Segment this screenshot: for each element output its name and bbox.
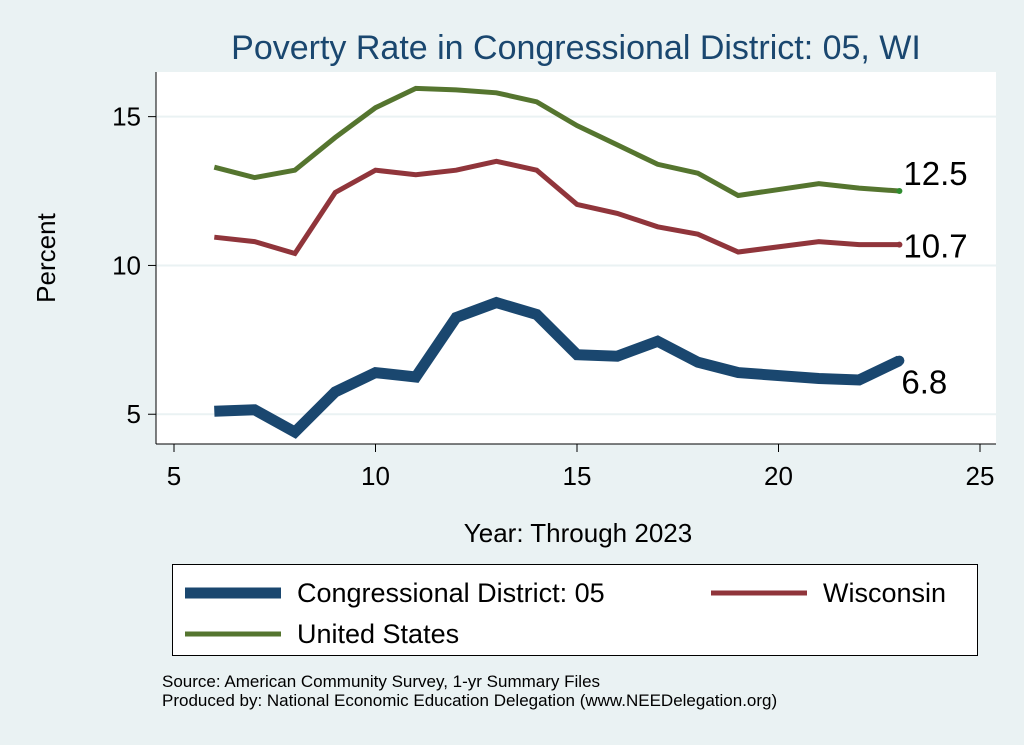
y-axis-label: Percent [31, 212, 61, 302]
legend-item-district: Congressional District: 05 [185, 578, 685, 608]
series-end-label: 12.5 [903, 155, 967, 192]
x-tick-label: 15 [563, 461, 592, 491]
x-tick-label: 5 [167, 461, 181, 491]
y-tick-label: 10 [112, 250, 141, 280]
producer-note: Produced by: National Economic Education… [162, 691, 778, 710]
series-end-label: 6.8 [901, 364, 947, 401]
series-end-marker [894, 355, 905, 366]
legend-label-wisconsin: Wisconsin [823, 578, 947, 608]
x-tick-label: 20 [764, 461, 793, 491]
series-line-1 [214, 158, 900, 257]
x-tick-label: 25 [966, 461, 995, 491]
legend: Congressional District: 05 Wisconsin Uni… [172, 564, 978, 656]
legend-item-wisconsin: Wisconsin [711, 578, 971, 608]
x-tick-label: 10 [361, 461, 390, 491]
series-line-0 [214, 296, 902, 439]
y-tick-label: 15 [112, 102, 141, 132]
legend-swatch-united-states [185, 631, 281, 637]
chart-title: Poverty Rate in Congressional District: … [231, 29, 921, 67]
x-axis-label: Year: Through 2023 [464, 518, 692, 548]
source-note: Source: American Community Survey, 1-yr … [162, 672, 601, 691]
end-labels: 6.8 10.7 12.5 [894, 155, 968, 401]
legend-item-united-states: United States [185, 619, 585, 649]
legend-swatch-district [185, 587, 281, 599]
series-end-marker [896, 188, 903, 195]
gridlines [156, 115, 996, 416]
series-end-marker [896, 241, 903, 248]
legend-swatch-wisconsin [711, 590, 807, 596]
series-lines [213, 85, 902, 439]
series-line-2 [213, 85, 900, 199]
axes: 5 10 15 5 10 15 20 25 [112, 72, 996, 491]
y-tick-label: 5 [127, 399, 141, 429]
legend-label-united-states: United States [297, 619, 460, 649]
legend-label-district: Congressional District: 05 [297, 578, 605, 608]
series-end-label: 10.7 [903, 228, 967, 265]
chart-canvas: Poverty Rate in Congressional District: … [31, 29, 996, 548]
